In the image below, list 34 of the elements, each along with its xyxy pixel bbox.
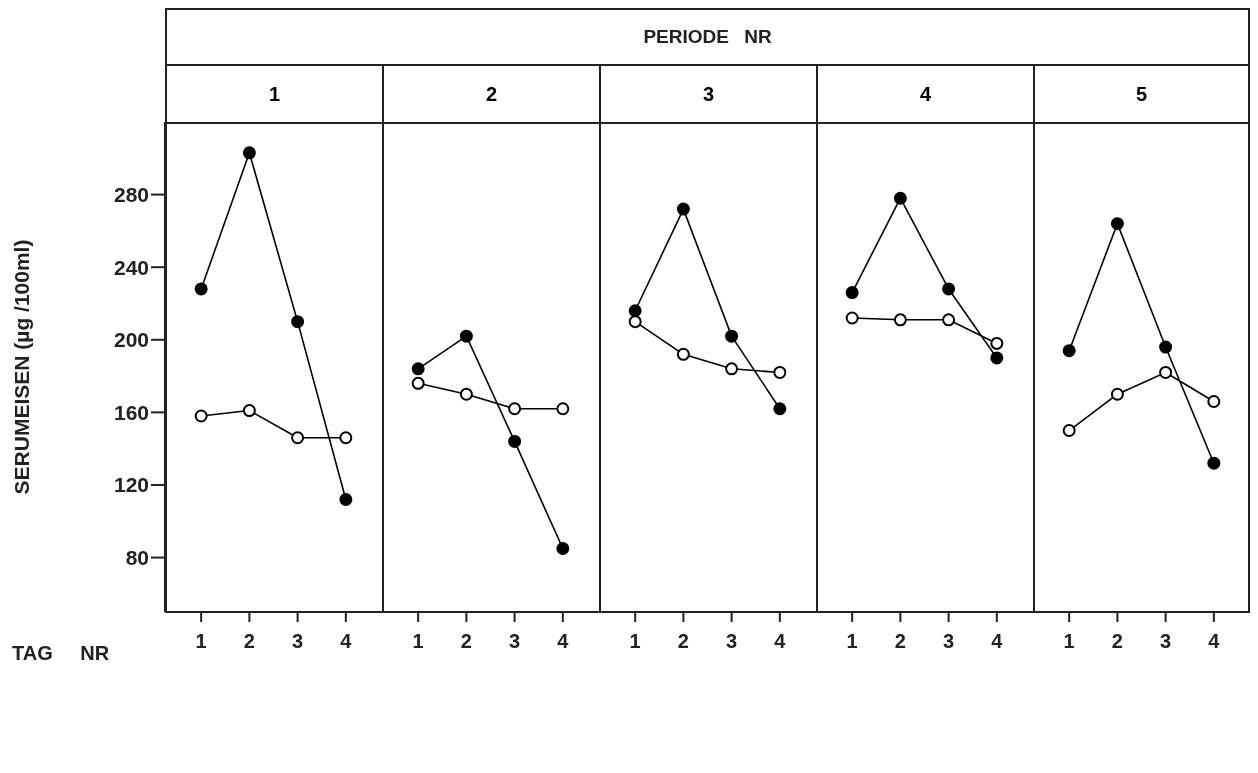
x-tick-label: 4	[774, 630, 787, 653]
y-tick-label: 280	[113, 183, 149, 207]
x-tick-label: 2	[1111, 630, 1123, 653]
x-tick-label: 2	[894, 630, 906, 653]
x-tick-label: 3	[726, 630, 738, 653]
text: PERIODE NR	[165, 8, 1250, 64]
y-tick-label: 80	[125, 546, 149, 570]
x-tick-label: 4	[1208, 630, 1221, 653]
x-tick-label: 1	[1063, 630, 1075, 653]
x-tick-label: 2	[460, 630, 472, 653]
y-tick-label: 120	[113, 473, 149, 497]
x-tick-label: 3	[292, 630, 304, 653]
x-tick-label: 3	[943, 630, 955, 653]
chart-title: 1	[165, 64, 382, 122]
y-tick-label: 200	[113, 328, 149, 352]
y-axis-title: SERUMEISEN (µg /100ml)	[10, 239, 34, 495]
chart-title: 5	[1033, 64, 1250, 122]
x-tick-label: 3	[509, 630, 521, 653]
chart-title: 3	[599, 64, 816, 122]
x-tick-label: 1	[629, 630, 641, 653]
x-tick-label: 3	[1160, 630, 1172, 653]
x-tick-label: 2	[243, 630, 255, 653]
x-tick-label: 1	[195, 630, 207, 653]
x-tick-label: 1	[412, 630, 424, 653]
x-tick-label: 4	[991, 630, 1004, 653]
x-axis-title: TAG NR	[12, 642, 110, 665]
y-tick-label: 240	[113, 255, 149, 279]
x-tick-label: 1	[846, 630, 858, 653]
chart-title: 4	[816, 64, 1033, 122]
x-tick-label: 4	[557, 630, 570, 653]
x-tick-label: 4	[340, 630, 353, 653]
y-tick-label: 160	[113, 400, 149, 424]
chart-title: 2	[382, 64, 599, 122]
x-tick-label: 2	[677, 630, 689, 653]
